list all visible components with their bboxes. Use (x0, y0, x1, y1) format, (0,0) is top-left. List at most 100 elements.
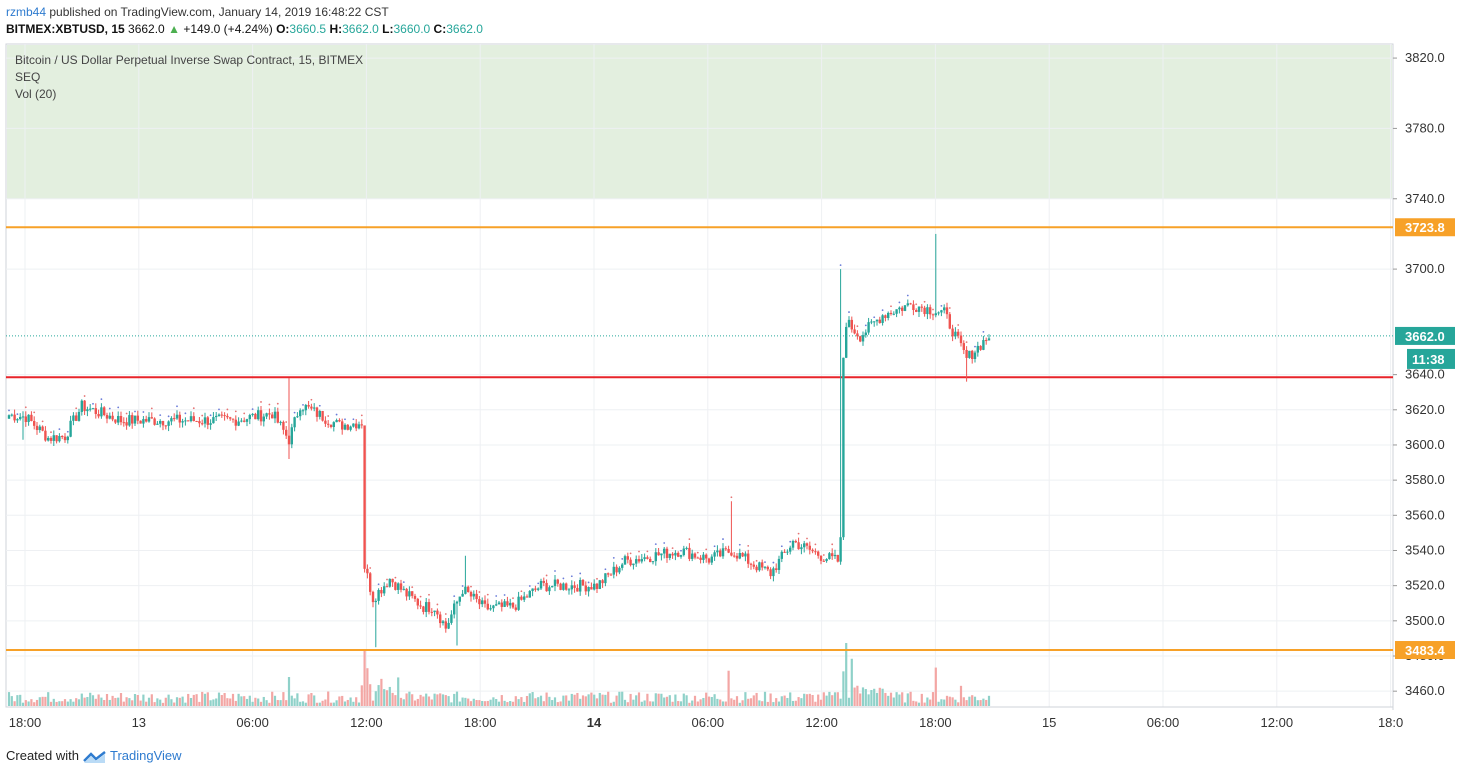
candle-body (721, 548, 725, 557)
seq-marker (100, 398, 103, 401)
volume-bar (304, 702, 307, 706)
candle-body (469, 592, 473, 597)
candle-body (581, 579, 585, 586)
candle-body (128, 415, 131, 426)
volume-bar (906, 693, 909, 706)
volume-bar (523, 701, 526, 706)
candle-body (181, 421, 184, 423)
candle-body (909, 303, 912, 305)
candle-body (388, 578, 391, 587)
volume-bar (159, 699, 162, 706)
author-link[interactable]: rzmb44 (6, 5, 47, 19)
candle-body (976, 345, 979, 353)
volume-bar (553, 697, 557, 706)
candle-body (461, 593, 464, 597)
seq-marker (738, 543, 741, 546)
volume-bar (965, 700, 968, 706)
volume-bar (492, 697, 495, 706)
candle-body (803, 543, 806, 548)
volume-bar (766, 701, 769, 706)
candle-body (747, 553, 750, 564)
volume-bar (761, 701, 764, 706)
volume-bar (629, 693, 632, 706)
candle-body (758, 562, 761, 571)
volume-bar (321, 700, 324, 706)
symbol-label: BITMEX:XBTUSD, 15 (6, 22, 125, 36)
volume-bar (934, 667, 937, 706)
volume-bar (873, 688, 876, 706)
seq-marker (503, 594, 506, 596)
volume-bar (968, 696, 971, 706)
volume-bar (772, 702, 775, 706)
x-tick-label: 12:00 (350, 715, 383, 730)
candle-body (509, 602, 512, 606)
volume-bar (870, 690, 873, 706)
volume-bar (632, 699, 635, 706)
candle-body (873, 321, 876, 323)
seq-marker (33, 411, 36, 414)
seq-marker (402, 581, 405, 584)
seq-marker (864, 324, 867, 327)
seq-marker (453, 595, 456, 598)
candle-body (562, 583, 565, 590)
volume-bar (584, 696, 587, 706)
candle-body (75, 415, 78, 421)
footer: Created with TradingView (6, 748, 182, 764)
volume-bar (103, 700, 106, 706)
volume-bar (290, 695, 293, 706)
candle-body (800, 547, 803, 550)
candle-body (273, 411, 277, 419)
candle-body (159, 420, 162, 424)
candle-body (495, 604, 498, 606)
seq-marker (428, 593, 430, 596)
volume-bar (685, 695, 688, 706)
volume-bar (203, 693, 207, 706)
volume-bar (679, 701, 683, 706)
candle-body (391, 578, 394, 583)
volume-bar (30, 699, 33, 706)
candle-body (105, 414, 109, 419)
open-label: O: (276, 22, 290, 36)
seq-marker (688, 538, 691, 541)
seq-marker (848, 311, 850, 313)
volume-bar (937, 701, 940, 706)
candle-body (506, 601, 509, 606)
candle-body (243, 420, 246, 422)
volume-bar (248, 695, 251, 706)
volume-bar (206, 692, 209, 706)
volume-indicator-label[interactable]: Vol (20) (15, 87, 57, 101)
seq-marker (486, 593, 489, 596)
candle-body (735, 555, 739, 559)
y-tick-label: 3620.0 (1405, 402, 1445, 417)
candle-body (133, 415, 137, 424)
volume-bar (559, 701, 562, 706)
seq-indicator-label[interactable]: SEQ (15, 70, 41, 84)
volume-bar (198, 701, 201, 706)
volume-bar (313, 695, 316, 706)
volume-bar (475, 700, 478, 706)
candle-body (576, 587, 579, 592)
seq-marker (755, 559, 758, 562)
seq-marker (268, 403, 271, 406)
volume-bar (187, 693, 190, 706)
volume-bar (38, 697, 41, 706)
seq-marker (822, 554, 825, 556)
seq-marker (764, 561, 766, 564)
volume-bar (741, 700, 744, 706)
volume-bar (83, 697, 86, 706)
seq-marker (587, 581, 590, 584)
seq-marker (806, 537, 808, 540)
volume-bar (755, 692, 758, 706)
volume-bar (618, 691, 621, 706)
seq-marker (948, 307, 951, 309)
candle-body (945, 307, 949, 315)
candle-body (377, 589, 380, 601)
seq-marker (873, 316, 876, 319)
seq-marker (243, 412, 246, 415)
candle-body (705, 554, 708, 559)
tradingview-link[interactable]: TradingView (110, 748, 182, 763)
candle-body (425, 602, 428, 612)
volume-bar (201, 691, 204, 706)
volume-bar (69, 699, 72, 706)
